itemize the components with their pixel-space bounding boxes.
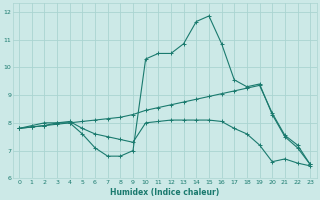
X-axis label: Humidex (Indice chaleur): Humidex (Indice chaleur) [110,188,219,197]
